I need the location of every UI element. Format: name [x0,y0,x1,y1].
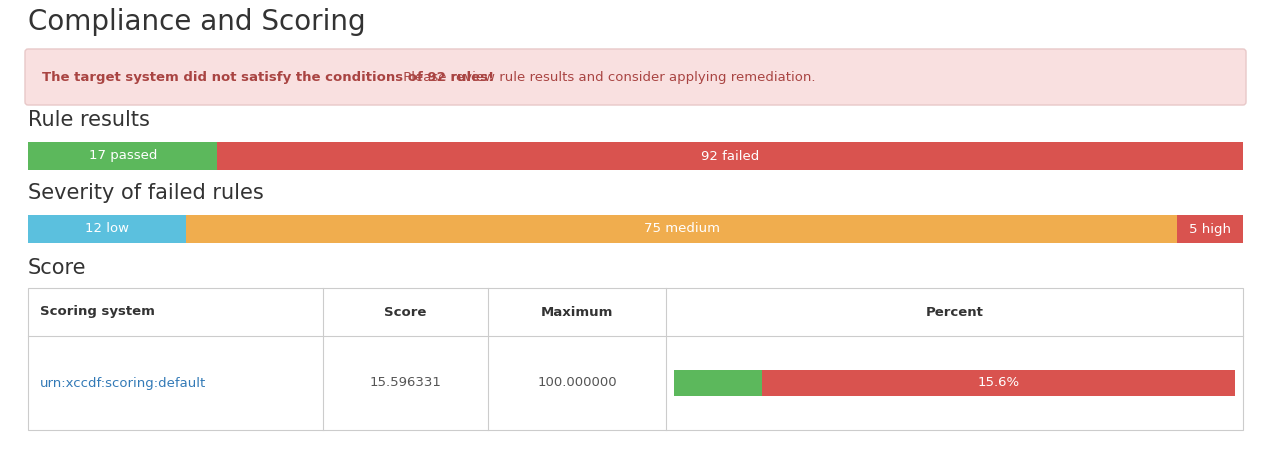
Text: Percent: Percent [926,306,984,319]
Text: The target system did not satisfy the conditions of 92 rules!: The target system did not satisfy the co… [42,70,494,84]
Bar [28,215,187,243]
Text: Compliance and Scoring: Compliance and Scoring [28,8,365,36]
Bar [28,142,217,170]
Text: Severity of failed rules: Severity of failed rules [28,183,264,203]
Text: Score: Score [384,306,427,319]
Text: 75 medium: 75 medium [644,222,720,236]
Text: 5 high: 5 high [1188,222,1231,236]
Text: urn:xccdf:scoring:default: urn:xccdf:scoring:default [40,376,206,390]
Text: 100.000000: 100.000000 [537,376,616,390]
Bar [762,370,1235,396]
Text: 15.6%: 15.6% [978,376,1019,390]
Bar [28,288,1243,430]
Text: 17 passed: 17 passed [88,149,157,163]
Text: Rule results: Rule results [28,110,150,130]
FancyBboxPatch shape [25,49,1247,105]
Text: Maximum: Maximum [541,306,614,319]
Text: Scoring system: Scoring system [40,306,155,319]
Bar [1177,215,1243,243]
Text: 92 failed: 92 failed [701,149,759,163]
Text: Please review rule results and consider applying remediation.: Please review rule results and consider … [399,70,816,84]
Bar [217,142,1243,170]
Text: Score: Score [28,258,86,278]
Text: 12 low: 12 low [85,222,129,236]
Text: 15.596331: 15.596331 [370,376,442,390]
Bar [674,370,762,396]
Bar [187,215,1177,243]
